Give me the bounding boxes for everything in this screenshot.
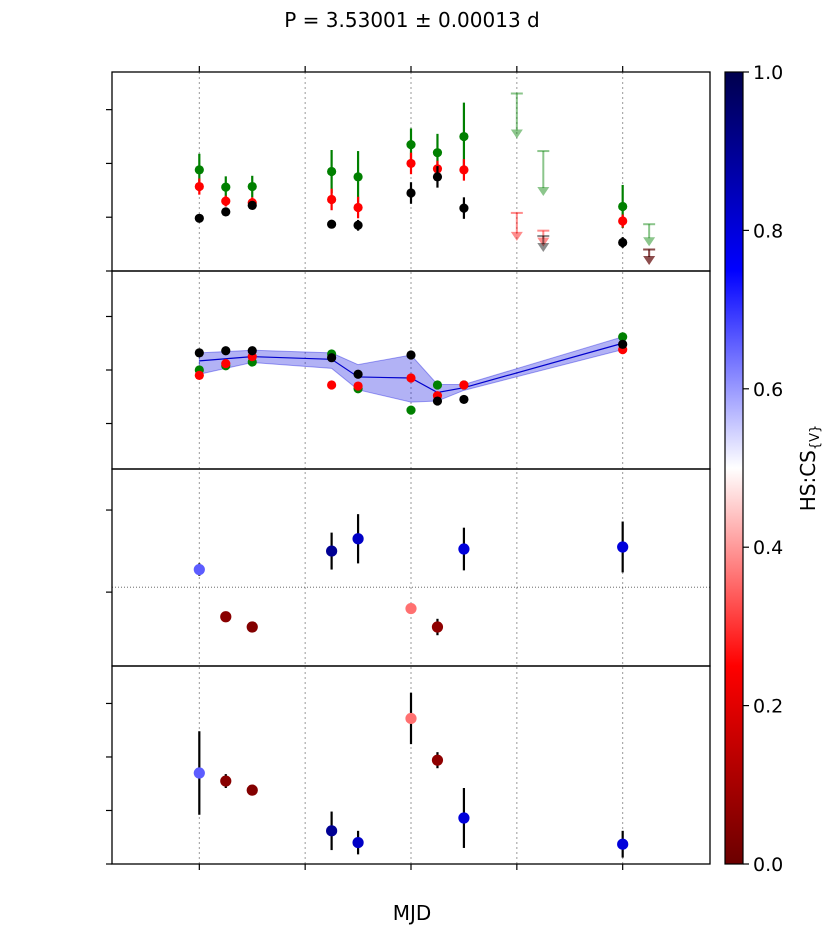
- phase-point-red: [327, 380, 337, 390]
- amplitude-point-black: [327, 219, 337, 229]
- upper-limit-arrow-black: [537, 243, 550, 253]
- phase-point-green: [432, 380, 443, 390]
- temperature-point: [431, 621, 444, 633]
- colorbar-label-main: HS:CS: [796, 450, 820, 511]
- colorbar-label-subscript: {V}: [808, 425, 823, 450]
- phase-point-red: [353, 381, 363, 391]
- phase-point-black: [353, 369, 363, 379]
- phase-point-black: [432, 396, 443, 406]
- colorbar: 0.0 0.2 0.4 0.6 0.8 1.0 HS:CS{V}: [724, 62, 823, 876]
- amplitude-point-black: [432, 172, 443, 182]
- amplitude-point-black: [194, 213, 204, 223]
- coverage-point: [352, 836, 364, 849]
- axes: [106, 66, 711, 870]
- phase-point-black: [194, 348, 204, 358]
- upper-limit-arrow-black: [643, 256, 656, 265]
- panel-frame-spot_coverage: [111, 665, 711, 865]
- amplitude-point-black: [221, 207, 231, 217]
- amplitude-point-black: [618, 237, 628, 248]
- coverage-point: [326, 825, 338, 837]
- amplitude-point-red: [459, 165, 469, 175]
- temperature-point: [246, 621, 258, 633]
- phase-point-green: [406, 405, 416, 415]
- temperature-point: [220, 611, 232, 623]
- phase-point-green: [618, 332, 628, 342]
- amplitude-point-green: [459, 131, 469, 142]
- chart-title: P = 3.53001 ± 0.00013 d: [284, 8, 539, 32]
- amplitude-point-green: [247, 181, 257, 192]
- amplitude-point-red: [353, 202, 363, 213]
- amplitude-point-green: [221, 182, 231, 192]
- phase-point-black: [327, 353, 337, 363]
- temperature-point: [617, 541, 629, 553]
- phase-point-red: [194, 370, 204, 380]
- coverage-point: [458, 812, 470, 824]
- amplitude-point-green: [353, 172, 363, 182]
- colorbar-tick-label: 0.4: [753, 537, 783, 559]
- coverage-point: [431, 754, 444, 766]
- amplitude-point-black: [406, 188, 416, 198]
- coverage-point: [405, 712, 417, 725]
- phase-confidence-band: [198, 336, 624, 403]
- amplitude-point-black: [353, 220, 363, 230]
- x-axis-label: MJD: [393, 901, 432, 925]
- colorbar-label: HS:CS{V}: [796, 425, 823, 512]
- upper-limit-arrow-green: [643, 237, 656, 247]
- phase-point-red: [459, 380, 469, 390]
- amplitude-point-green: [618, 201, 628, 212]
- amplitude-point-red: [221, 196, 231, 206]
- phase-point-black: [221, 346, 231, 356]
- phase-point-red: [221, 358, 231, 369]
- amplitude-point-black: [459, 203, 469, 213]
- colorbar-gradient: [724, 71, 744, 865]
- temperature-point: [193, 563, 205, 576]
- amplitude-point-green: [327, 166, 337, 177]
- phase-point-black: [459, 394, 469, 405]
- coverage-point: [617, 838, 629, 850]
- amplitude-point-green: [432, 148, 443, 158]
- colorbar-tick-label: 0.0: [753, 854, 783, 876]
- upper-limit-arrow-green: [537, 187, 550, 197]
- phase-point-black: [618, 339, 628, 349]
- coverage-point: [193, 767, 205, 779]
- coverage-point: [220, 775, 232, 787]
- amplitude-point-red: [618, 216, 628, 226]
- amplitude-point-red: [194, 181, 204, 192]
- amplitude-point-green: [406, 140, 416, 150]
- temperature-point: [458, 543, 470, 555]
- amplitude-point-black: [247, 200, 257, 210]
- colorbar-tick-label: 0.6: [753, 379, 783, 401]
- phase-point-black: [247, 346, 257, 356]
- temperature-point: [352, 533, 364, 545]
- upper-limit-arrow-red: [643, 256, 656, 265]
- phase-mean-line: [199, 342, 623, 394]
- colorbar-tick-label: 1.0: [753, 62, 783, 84]
- coverage-point: [246, 784, 258, 796]
- amplitude-point-red: [406, 158, 416, 169]
- phase-point-red: [406, 373, 416, 383]
- amplitude-point-green: [194, 165, 204, 175]
- upper-limit-arrow-red: [510, 231, 523, 241]
- colorbar-tick-label: 0.8: [753, 220, 783, 242]
- temperature-point: [326, 545, 338, 557]
- temperature-point: [405, 602, 417, 615]
- upper-limit-arrow-red: [537, 237, 550, 247]
- colorbar-tick-label: 0.2: [753, 696, 783, 718]
- amplitude-point-red: [327, 194, 337, 205]
- data-marks: [112, 92, 710, 858]
- phase-point-black: [406, 350, 416, 360]
- upper-limit-arrow-green: [510, 129, 523, 139]
